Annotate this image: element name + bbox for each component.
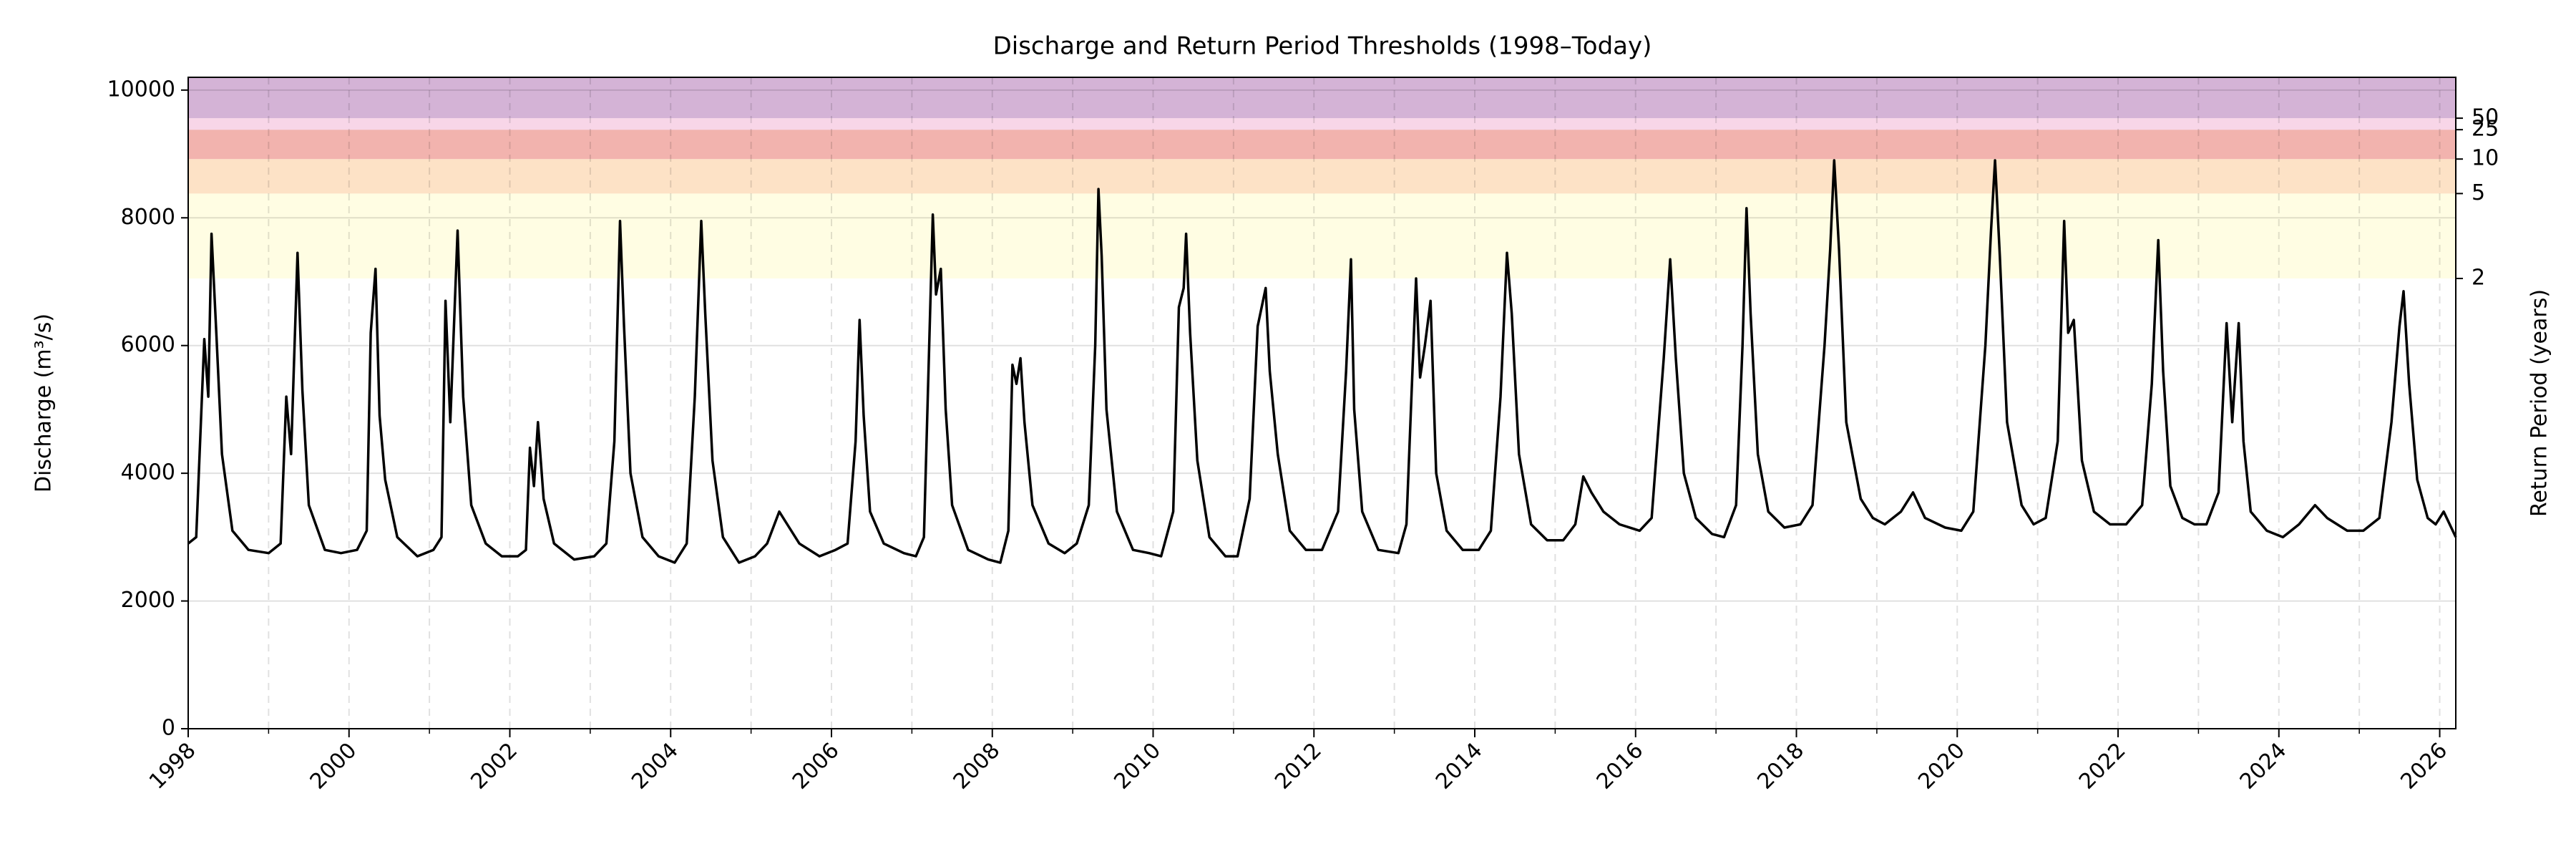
x-tick-label: 2006: [788, 738, 844, 795]
chart-title: Discharge and Return Period Thresholds (…: [993, 32, 1652, 61]
y2-axis-label: Return Period (years): [2527, 289, 2552, 517]
threshold-band: [188, 159, 2456, 194]
x-tick-label: 2026: [2396, 738, 2452, 795]
y-tick-label: 8000: [121, 205, 175, 230]
y-tick-label: 6000: [121, 332, 175, 357]
threshold-band: [188, 193, 2456, 279]
x-tick-label: 2004: [627, 738, 683, 795]
y2-tick-label: 2: [2472, 266, 2485, 291]
x-tick-label: 2024: [2235, 738, 2292, 795]
discharge-line: [187, 159, 2457, 564]
x-tick-label: 1998: [145, 738, 201, 795]
x-tick-label: 2008: [949, 738, 1005, 795]
y-tick-label: 2000: [121, 588, 175, 613]
x-tick-label: 2000: [306, 738, 362, 795]
threshold-band: [188, 130, 2456, 160]
x-tick-label: 2014: [1431, 738, 1488, 795]
y-tick-label: 4000: [121, 460, 175, 485]
y2-tick-label: 25: [2472, 117, 2499, 142]
x-tick-label: 2012: [1270, 738, 1327, 795]
x-tick-label: 2018: [1752, 738, 1809, 795]
y2-tick-label: 5: [2472, 180, 2485, 205]
threshold-band: [188, 77, 2456, 119]
x-tick-label: 2002: [466, 738, 522, 795]
x-tick-label: 2022: [2074, 738, 2131, 795]
y2-tick-label: 10: [2472, 146, 2499, 171]
y-axis-label: Discharge (m³/s): [31, 314, 57, 492]
plot-frame: [187, 77, 2457, 729]
x-tick-label: 2016: [1592, 738, 1649, 795]
y2-tick-label: 50: [2472, 105, 2499, 130]
y-tick-label: 0: [162, 716, 175, 741]
x-tick-label: 2010: [1109, 738, 1166, 795]
x-tick-label: 2020: [1913, 738, 1970, 795]
y-tick-label: 10000: [107, 77, 175, 102]
threshold-band: [188, 118, 2456, 130]
